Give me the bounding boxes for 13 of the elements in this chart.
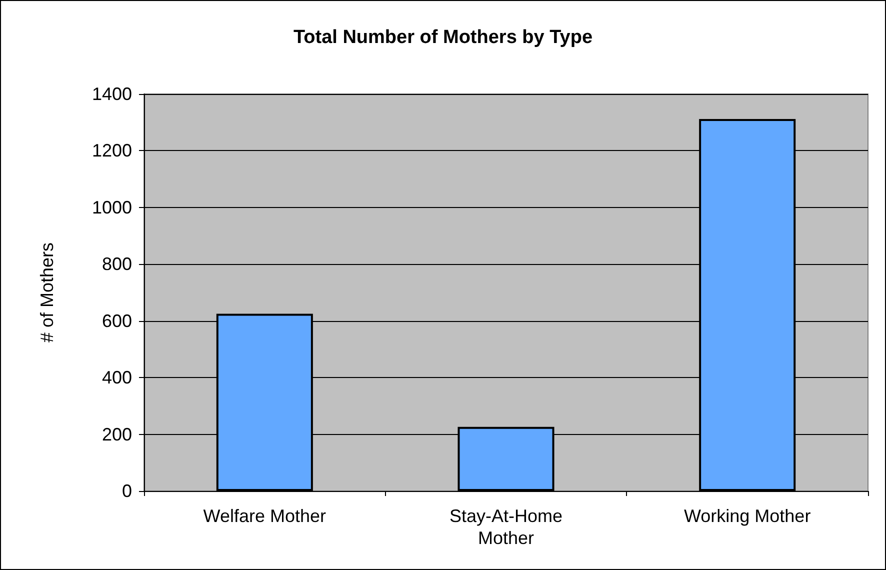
y-tick-label: 800 xyxy=(102,254,132,274)
x-tick-label: Welfare Mother xyxy=(203,506,326,526)
y-tick-label: 600 xyxy=(102,310,132,331)
y-tick-label: 400 xyxy=(102,368,132,388)
y-tick-label: 1200 xyxy=(92,140,132,161)
y-tick-label: 0 xyxy=(122,481,132,501)
y-axis-title: # of Mothers xyxy=(37,242,57,343)
x-tick-label: Working Mother xyxy=(684,506,811,526)
y-tick-label: 1000 xyxy=(92,197,132,218)
y-tick-label: 200 xyxy=(102,424,132,444)
y-tick-label: 1400 xyxy=(92,84,132,104)
x-tick-label: Stay-At-Home Mother xyxy=(449,506,563,548)
chart-title: Total Number of Mothers by Type xyxy=(293,27,593,48)
